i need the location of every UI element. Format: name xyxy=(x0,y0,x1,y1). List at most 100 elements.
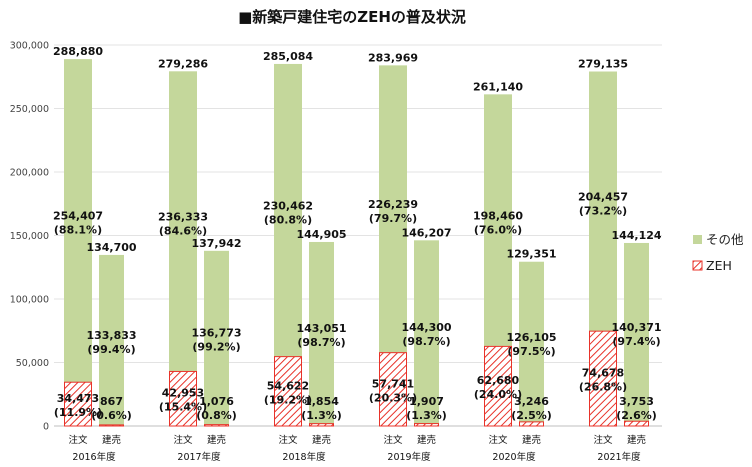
zeh-value-label: 57,741 xyxy=(372,377,414,390)
total-value-label: 279,135 xyxy=(578,57,628,70)
other-pct-label: (73.2%) xyxy=(579,204,627,217)
x-subcategory-label: 注文 xyxy=(173,434,193,446)
total-value-label: 129,351 xyxy=(506,248,556,261)
bar-other-segment xyxy=(169,71,197,372)
x-subcategory-label: 建売 xyxy=(627,434,646,446)
legend-label-zeh: ZEH xyxy=(706,258,732,273)
x-subcategory-label: 建売 xyxy=(417,434,436,446)
total-value-label: 279,286 xyxy=(158,57,208,70)
bar-zeh-segment xyxy=(99,424,124,427)
x-axis-ticks: 注文 建売 注文 建売 注文 建売 注文 建売 注文 建売 注文 建売 2016年度 2017年度 2018… xyxy=(68,434,646,463)
x-year-label: 2020年度 xyxy=(492,451,536,463)
total-value-label: 288,880 xyxy=(53,45,103,58)
bar-zeh-segment xyxy=(589,330,617,427)
other-value-label: 144,300 xyxy=(401,321,451,334)
zeh-value-label: 62,680 xyxy=(477,374,520,387)
total-value-label: 144,905 xyxy=(296,228,346,241)
other-value-label: 136,773 xyxy=(191,327,241,340)
x-year-label: 2016年度 xyxy=(72,451,116,463)
x-year-label: 2017年度 xyxy=(177,451,221,463)
total-value-label: 144,124 xyxy=(611,229,661,242)
other-pct-label: (79.7%) xyxy=(369,212,417,225)
y-tick-label: 100,000 xyxy=(10,295,49,306)
total-value-label: 137,942 xyxy=(191,237,241,250)
other-pct-label: (84.6%) xyxy=(159,224,207,237)
bar-zeh-segment xyxy=(414,423,439,427)
y-tick-label: 300,000 xyxy=(10,41,49,52)
zeh-pct-label: (2.6%) xyxy=(616,409,657,422)
zeh-pct-label: (1.3%) xyxy=(406,409,447,422)
bar-other-segment xyxy=(379,65,407,353)
other-pct-label: (80.8%) xyxy=(264,213,312,226)
zeh-pct-label: (2.5%) xyxy=(511,409,552,422)
bar-zeh-segment xyxy=(624,420,649,427)
zeh-pct-label: (20.3%) xyxy=(369,391,417,404)
y-tick-label: 50,000 xyxy=(16,358,49,369)
x-subcategory-label: 注文 xyxy=(593,434,613,446)
y-axis-ticks: 0 50,000 100,000 150,000 200,000 250,000 300,0… xyxy=(10,41,49,433)
y-tick-label: 0 xyxy=(43,422,49,433)
bar-zeh-segment xyxy=(204,424,229,427)
zeh-value-label: 74,678 xyxy=(582,367,624,380)
zeh-pct-label: (0.8%) xyxy=(196,409,237,422)
x-subcategory-label: 建売 xyxy=(522,434,541,446)
zeh-pct-label: (11.9%) xyxy=(54,406,102,419)
zeh-pct-label: (24.0%) xyxy=(474,388,522,401)
other-value-label: 133,833 xyxy=(86,329,136,342)
bar-other-segment xyxy=(519,261,544,422)
bar-other-segment xyxy=(484,94,512,347)
legend: その他 ZEH xyxy=(692,232,744,273)
legend-swatch-zeh xyxy=(692,260,703,271)
total-value-label: 134,700 xyxy=(86,241,136,254)
zeh-pct-label: (15.4%) xyxy=(159,401,207,414)
y-tick-label: 200,000 xyxy=(10,168,49,179)
other-pct-label: (98.7%) xyxy=(402,335,450,348)
bar-zeh-segment xyxy=(309,423,334,427)
bar-other-segment xyxy=(274,63,302,357)
x-year-label: 2018年度 xyxy=(282,451,326,463)
bar-other-segment xyxy=(589,71,617,332)
other-pct-label: (99.2%) xyxy=(192,341,240,354)
bar-zeh-segment xyxy=(169,370,197,427)
zeh-value-label: 867 xyxy=(100,395,123,408)
other-value-label: 230,462 xyxy=(263,199,313,212)
zeh-pct-label: (26.8%) xyxy=(579,381,627,394)
other-pct-label: (98.7%) xyxy=(297,336,345,349)
data-labels: 288,880 254,407(88.1%) 34,473(11.9%) 134,70… xyxy=(53,45,662,422)
x-subcategory-label: 注文 xyxy=(68,434,88,446)
x-subcategory-label: 建売 xyxy=(102,434,121,446)
other-value-label: 204,457 xyxy=(578,190,628,203)
bar-other-segment xyxy=(204,250,229,425)
bar-other-segment xyxy=(99,254,124,425)
other-value-label: 198,460 xyxy=(473,209,523,222)
zeh-value-label: 54,622 xyxy=(267,379,309,392)
total-value-label: 285,084 xyxy=(263,50,313,63)
zeh-pct-label: (0.6%) xyxy=(91,409,132,422)
zeh-value-label: 3,753 xyxy=(619,395,654,408)
zeh-value-label: 1,854 xyxy=(304,395,339,408)
bar-zeh-segment xyxy=(484,345,512,427)
legend-swatch-other xyxy=(693,235,702,244)
other-value-label: 226,239 xyxy=(368,198,418,211)
other-value-label: 140,371 xyxy=(611,321,661,334)
other-value-label: 236,333 xyxy=(158,210,208,223)
total-value-label: 283,969 xyxy=(368,51,418,64)
y-tick-label: 250,000 xyxy=(10,104,49,115)
bar-other-segment xyxy=(309,241,334,424)
other-value-label: 126,105 xyxy=(506,331,556,344)
zeh-value-label: 34,473 xyxy=(57,392,99,405)
zeh-pct-label: (1.3%) xyxy=(301,409,342,422)
bars xyxy=(64,59,649,427)
zeh-value-label: 42,953 xyxy=(162,387,204,400)
zeh-value-label: 1,076 xyxy=(199,395,234,408)
bar-zeh-segment xyxy=(64,381,92,427)
bar-zeh-segment xyxy=(274,356,302,427)
x-year-label: 2019年度 xyxy=(387,451,431,463)
y-tick-label: 150,000 xyxy=(10,231,49,242)
total-value-label: 146,207 xyxy=(401,226,451,239)
other-pct-label: (97.5%) xyxy=(507,345,555,358)
other-pct-label: (88.1%) xyxy=(54,224,102,237)
x-subcategory-label: 建売 xyxy=(207,434,226,446)
x-year-label: 2021年度 xyxy=(597,451,641,463)
other-value-label: 143,051 xyxy=(296,322,346,335)
